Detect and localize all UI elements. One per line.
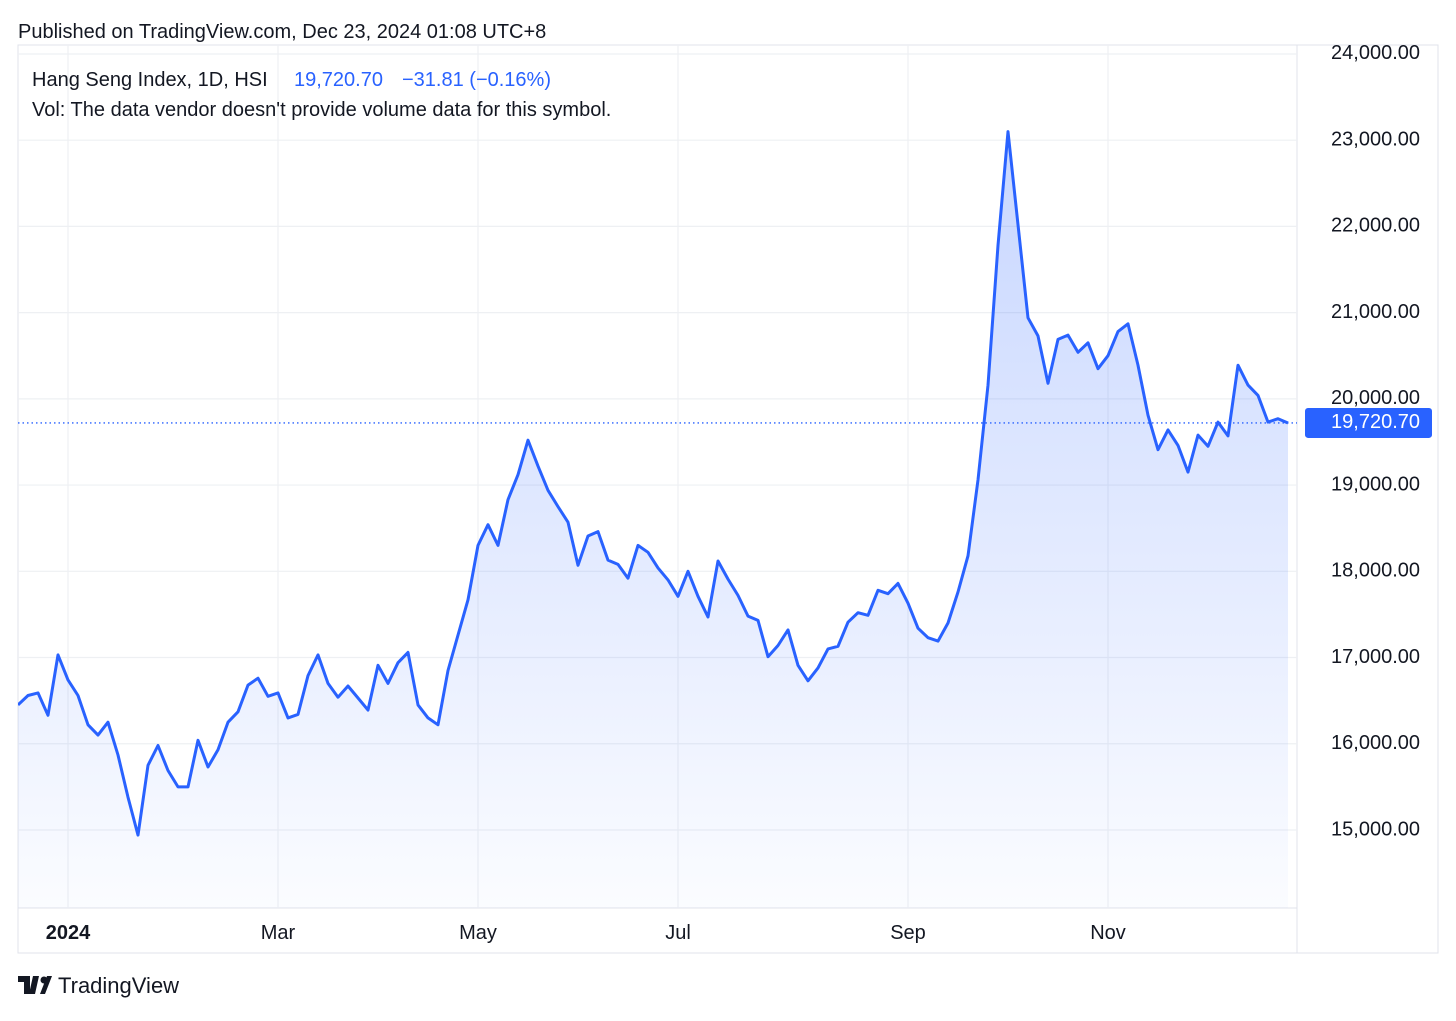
volume-note: Vol: The data vendor doesn't provide vol… [32, 99, 611, 121]
y-tick-label: 17,000.00 [1331, 646, 1420, 668]
y-tick-label: 20,000.00 [1331, 387, 1420, 409]
area-fill [18, 131, 1288, 908]
legend-change: −31.81 (−0.16%) [402, 69, 551, 91]
x-tick-label: 2024 [46, 922, 91, 944]
legend-symbol: Hang Seng Index, 1D, HSI [32, 69, 268, 91]
y-tick-label: 23,000.00 [1331, 128, 1420, 150]
published-note: Published on TradingView.com, Dec 23, 20… [18, 21, 546, 43]
y-tick-label: 18,000.00 [1331, 560, 1420, 582]
y-tick-label: 21,000.00 [1331, 301, 1420, 323]
y-tick-label: 15,000.00 [1331, 818, 1420, 840]
x-tick-label: Sep [890, 922, 926, 944]
last-price-label: 19,720.70 [1331, 411, 1420, 433]
labels: 15,000.00 16,000.00 17,000.00 18,000.00 19,0… [46, 42, 1432, 944]
price-line [18, 130, 1289, 837]
chart-frame [17, 44, 1439, 954]
plot [18, 130, 1297, 908]
footer-brand: TradingView [58, 973, 179, 998]
y-tick-label: 19,000.00 [1331, 473, 1420, 495]
legend-price: 19,720.70 [294, 69, 383, 91]
x-tick-label: Mar [261, 922, 296, 944]
x-tick-label: May [459, 922, 497, 944]
y-tick-label: 16,000.00 [1331, 732, 1420, 754]
y-tick-label: 22,000.00 [1331, 215, 1420, 237]
x-tick-label: Jul [665, 922, 691, 944]
tradingview-logo [18, 976, 52, 994]
y-tick-label: 24,000.00 [1331, 42, 1420, 64]
x-tick-label: Nov [1090, 922, 1126, 944]
last-price-box [1305, 407, 1432, 438]
